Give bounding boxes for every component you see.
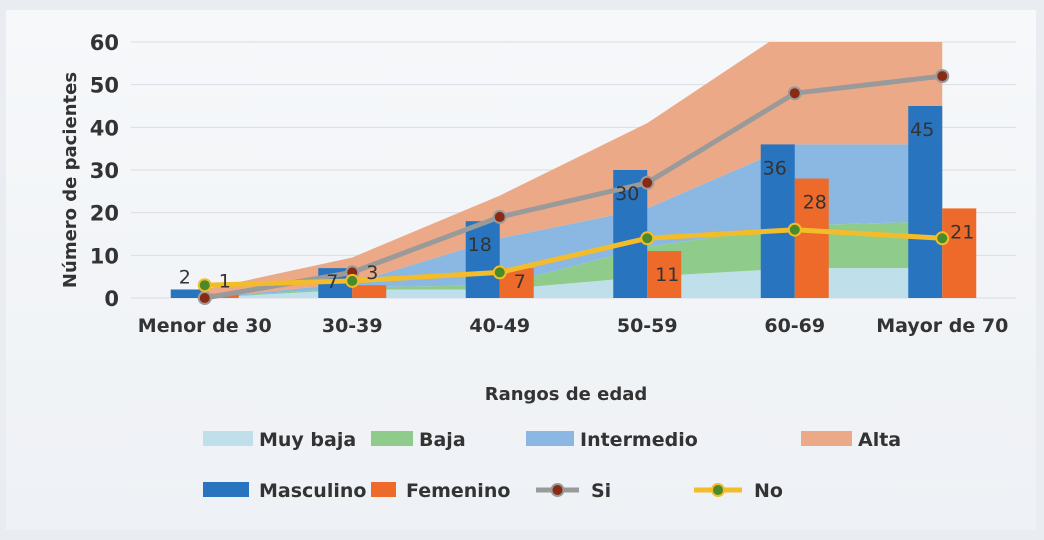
legend-label-si: Si — [591, 480, 611, 502]
data-label-masculino: 2 — [179, 266, 191, 288]
marker-no[interactable] — [197, 278, 212, 293]
data-label-femenino: 21 — [950, 221, 974, 243]
y-tick-label: 40 — [90, 116, 119, 140]
bar-masculino[interactable] — [760, 144, 795, 298]
legend-swatch-femenino — [371, 482, 396, 497]
data-labels: 2 7 18 30 36 45 1 3 7 11 28 21 — [179, 119, 975, 293]
legend-label-masculino: Masculino — [259, 480, 366, 502]
line-si — [204, 73, 943, 301]
combo-chart: 2 7 18 30 36 45 1 3 7 11 28 21 0 10 20 30 40 50 60 Menor … — [60, 31, 1016, 502]
x-tick-label: Menor de 30 — [138, 315, 272, 337]
bar-masculino[interactable] — [465, 221, 500, 298]
legend-swatch-baja — [371, 431, 413, 446]
y-axis-title: Número de pacientes — [60, 72, 81, 288]
area-baja — [204, 221, 943, 298]
data-label-masculino: 30 — [615, 183, 639, 205]
data-label-femenino: 11 — [655, 264, 679, 286]
line-no — [204, 227, 943, 288]
data-label-masculino: 45 — [910, 119, 934, 141]
x-axis: Menor de 30 30-39 40-49 50-59 60-69 Mayor de … — [138, 315, 1009, 337]
legend-marker-no — [711, 483, 725, 497]
legend-swatch-masculino — [203, 482, 249, 497]
data-label-femenino: 1 — [219, 271, 231, 293]
marker-no[interactable] — [935, 231, 950, 246]
legend-label-intermedio: Intermedio — [580, 429, 698, 451]
y-tick-label: 30 — [90, 159, 119, 183]
y-tick-label: 60 — [90, 31, 119, 55]
marker-no[interactable] — [345, 273, 360, 288]
marker-si[interactable] — [197, 291, 212, 305]
chart-container: 2 7 18 30 36 45 1 3 7 11 28 21 0 10 20 30 40 50 60 Menor … — [6, 10, 1036, 530]
data-label-masculino: 7 — [326, 271, 338, 293]
x-tick-label: 50-59 — [617, 315, 678, 337]
legend-swatch-alta — [801, 431, 852, 446]
legend-swatch-intermedio — [526, 431, 574, 446]
bar-femenino[interactable] — [794, 178, 829, 298]
marker-si[interactable] — [935, 69, 950, 84]
legend-marker-si — [550, 483, 565, 497]
y-tick-label: 50 — [90, 74, 119, 98]
legend-label-alta: Alta — [858, 429, 901, 451]
marker-no[interactable] — [640, 231, 655, 246]
legend-label-baja: Baja — [419, 429, 466, 451]
legend-label-no: No — [754, 480, 783, 502]
y-axis: 0 10 20 30 40 50 60 — [90, 31, 119, 311]
legend: Muy baja Baja Intermedio Alta Masculino Femen… — [203, 429, 901, 502]
marker-si[interactable] — [492, 209, 507, 224]
x-tick-label: 40-49 — [469, 315, 530, 337]
x-tick-label: 30-39 — [322, 315, 383, 337]
legend-label-femenino: Femenino — [406, 480, 510, 502]
data-label-femenino: 28 — [803, 192, 827, 214]
bar-femenino[interactable] — [647, 251, 682, 298]
risk-areas — [204, 42, 943, 298]
y-tick-label: 20 — [90, 202, 119, 226]
x-axis-title: Rangos de edad — [485, 384, 648, 405]
area-muy-baja — [204, 268, 943, 298]
data-label-masculino: 36 — [763, 157, 787, 179]
marker-no[interactable] — [492, 265, 507, 280]
legend-swatch-muy-baja — [203, 431, 253, 446]
data-label-femenino: 7 — [514, 271, 526, 293]
legend-label-muy-baja: Muy baja — [259, 429, 356, 451]
line-series — [197, 69, 950, 305]
y-tick-label: 0 — [104, 287, 119, 311]
bar-masculino[interactable] — [170, 289, 205, 298]
marker-si[interactable] — [787, 86, 802, 101]
bar-femenino[interactable] — [942, 208, 977, 298]
area-intermedio — [204, 144, 943, 298]
bar-femenino[interactable] — [352, 285, 387, 298]
area-alta — [204, 42, 943, 298]
bar-masculino[interactable] — [908, 106, 943, 298]
x-tick-label: 60-69 — [764, 315, 825, 337]
data-label-masculino: 18 — [468, 234, 492, 256]
y-tick-label: 10 — [90, 244, 119, 268]
marker-si[interactable] — [640, 175, 655, 190]
x-tick-label: Mayor de 70 — [876, 315, 1008, 337]
data-label-femenino: 3 — [366, 262, 378, 284]
marker-no[interactable] — [787, 222, 802, 237]
